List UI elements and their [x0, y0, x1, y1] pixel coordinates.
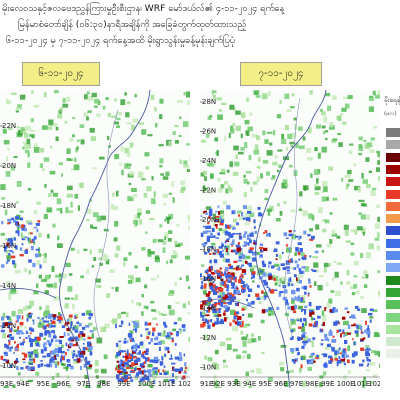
- rainfall-map-1: 22N 20N 18N 16N 14N 12N 10N 93E 94E 95E 96E 97E 98E…: [0, 90, 190, 388]
- lon-tick-label: 102: [368, 380, 380, 388]
- state-border-2: [284, 97, 301, 337]
- coastline-1: [0, 288, 57, 299]
- lon-tick-label: 96E: [274, 380, 287, 388]
- legend-swatch: [386, 238, 400, 248]
- lat-tick-label: 18N: [202, 246, 216, 254]
- legend-swatch: [386, 214, 400, 224]
- lon-tick-label: 99E: [117, 380, 130, 388]
- lat-tick-label: 18N: [2, 202, 16, 210]
- legend-swatch: [386, 324, 400, 334]
- map2-date-label: ၇-၁၁-၂၀၂၄: [240, 62, 322, 86]
- lon-tick-label: 93E: [0, 380, 13, 388]
- lon-tick-label: 101E: [158, 380, 176, 388]
- legend-swatch: [386, 349, 400, 359]
- lon-tick-label: 102: [178, 380, 190, 388]
- lon-tick-label: 95E: [259, 380, 272, 388]
- lon-tick-label: 99E: [321, 380, 334, 388]
- header-line-2: မြန်မာစံတော်ချိန် (၀၆:၃၀)နာရီအချိန်ကို အ…: [18, 19, 247, 30]
- header-line-3: ၆-၁၁-၂၀၂၄ မှ ၇-၁၁-၂၀၂၄ ရက်နေ့အထိ မိုးရွာ…: [6, 35, 235, 46]
- lon-tick-label: 101E: [352, 380, 370, 388]
- lat-tick-label: 10N: [202, 364, 216, 372]
- lon-tick-label: 94E: [243, 380, 256, 388]
- legend-swatch: [386, 251, 400, 260]
- lat-tick-label: 14N: [202, 305, 216, 313]
- map-panel-1: 22N 20N 18N 16N 14N 12N 10N 93E 94E 95E 96E 97E 98E…: [0, 90, 190, 388]
- lat-tick-label: 26N: [202, 128, 216, 136]
- header-line-1: မိုးလေဝသနှင့်ဇလဗေဒညွှန်ကြားမှုဦးစီးဌာန၊ …: [2, 3, 285, 14]
- legend-swatch: [386, 140, 400, 150]
- state-border-1: [93, 109, 119, 341]
- legend-swatch: [386, 337, 400, 347]
- country-border-1: [59, 90, 151, 388]
- legend-swatch: [386, 201, 400, 211]
- lon-tick-label: 98E: [305, 380, 318, 388]
- legend-swatch: [386, 226, 400, 236]
- lon-tick-label: 92E: [212, 380, 225, 388]
- lat-tick-label: 16N: [2, 242, 16, 250]
- legend-swatch: [386, 300, 400, 310]
- legend-swatch: [386, 177, 400, 187]
- lon-tick-label: 91E: [200, 380, 213, 388]
- lon-tick-label: 100E: [337, 380, 355, 388]
- lon-tick-label: 100E: [138, 380, 156, 388]
- legend-swatch: [386, 275, 400, 285]
- header: မိုးလေဝသနှင့်ဇလဗေဒညွှန်ကြားမှုဦးစီးဌာန၊ …: [0, 0, 400, 56]
- lon-tick-label: 94E: [16, 380, 29, 388]
- lat-tick-label: 12N: [2, 322, 16, 330]
- legend-swatch: [386, 312, 400, 322]
- lon-tick-label: 93E: [227, 380, 240, 388]
- country-border-2: [255, 90, 327, 388]
- coastline-2: [200, 298, 255, 309]
- lon-tick-label: 97E: [290, 380, 303, 388]
- lat-tick-label: 12N: [202, 334, 216, 342]
- legend-swatch: [386, 152, 400, 162]
- legend-title: မိုးရေချိန်: [384, 96, 400, 104]
- map-panel-2: 28N 26N 24N 22N 20N 18N 16N 14N 12N 10N 91E 92E 93E…: [200, 90, 380, 388]
- map1-date-label: ၆-၁၁-၂၀၂၄: [22, 62, 100, 86]
- legend-swatch: [386, 263, 400, 273]
- legend-unit: (မလ): [384, 111, 397, 117]
- lat-tick-label: 22N: [2, 122, 16, 130]
- lat-tick-label: 20N: [2, 162, 16, 170]
- lat-tick-label: 10N: [2, 362, 16, 370]
- legend-swatch: [386, 189, 400, 199]
- lon-tick-label: 96E: [57, 380, 70, 388]
- lon-tick-label: 97E: [77, 380, 90, 388]
- lon-tick-label: 98E: [97, 380, 110, 388]
- lat-tick-label: 16N: [202, 275, 216, 283]
- legend-swatch: [386, 164, 400, 174]
- legend-swatch: [386, 128, 400, 137]
- lat-tick-label: 22N: [202, 187, 216, 195]
- legend-swatch: [386, 287, 400, 297]
- lat-tick-label: 24N: [202, 157, 216, 165]
- lon-tick-label: 95E: [36, 380, 49, 388]
- lat-tick-label: 28N: [202, 98, 216, 106]
- lat-tick-label: 20N: [202, 216, 216, 224]
- lat-tick-label: 14N: [2, 282, 16, 290]
